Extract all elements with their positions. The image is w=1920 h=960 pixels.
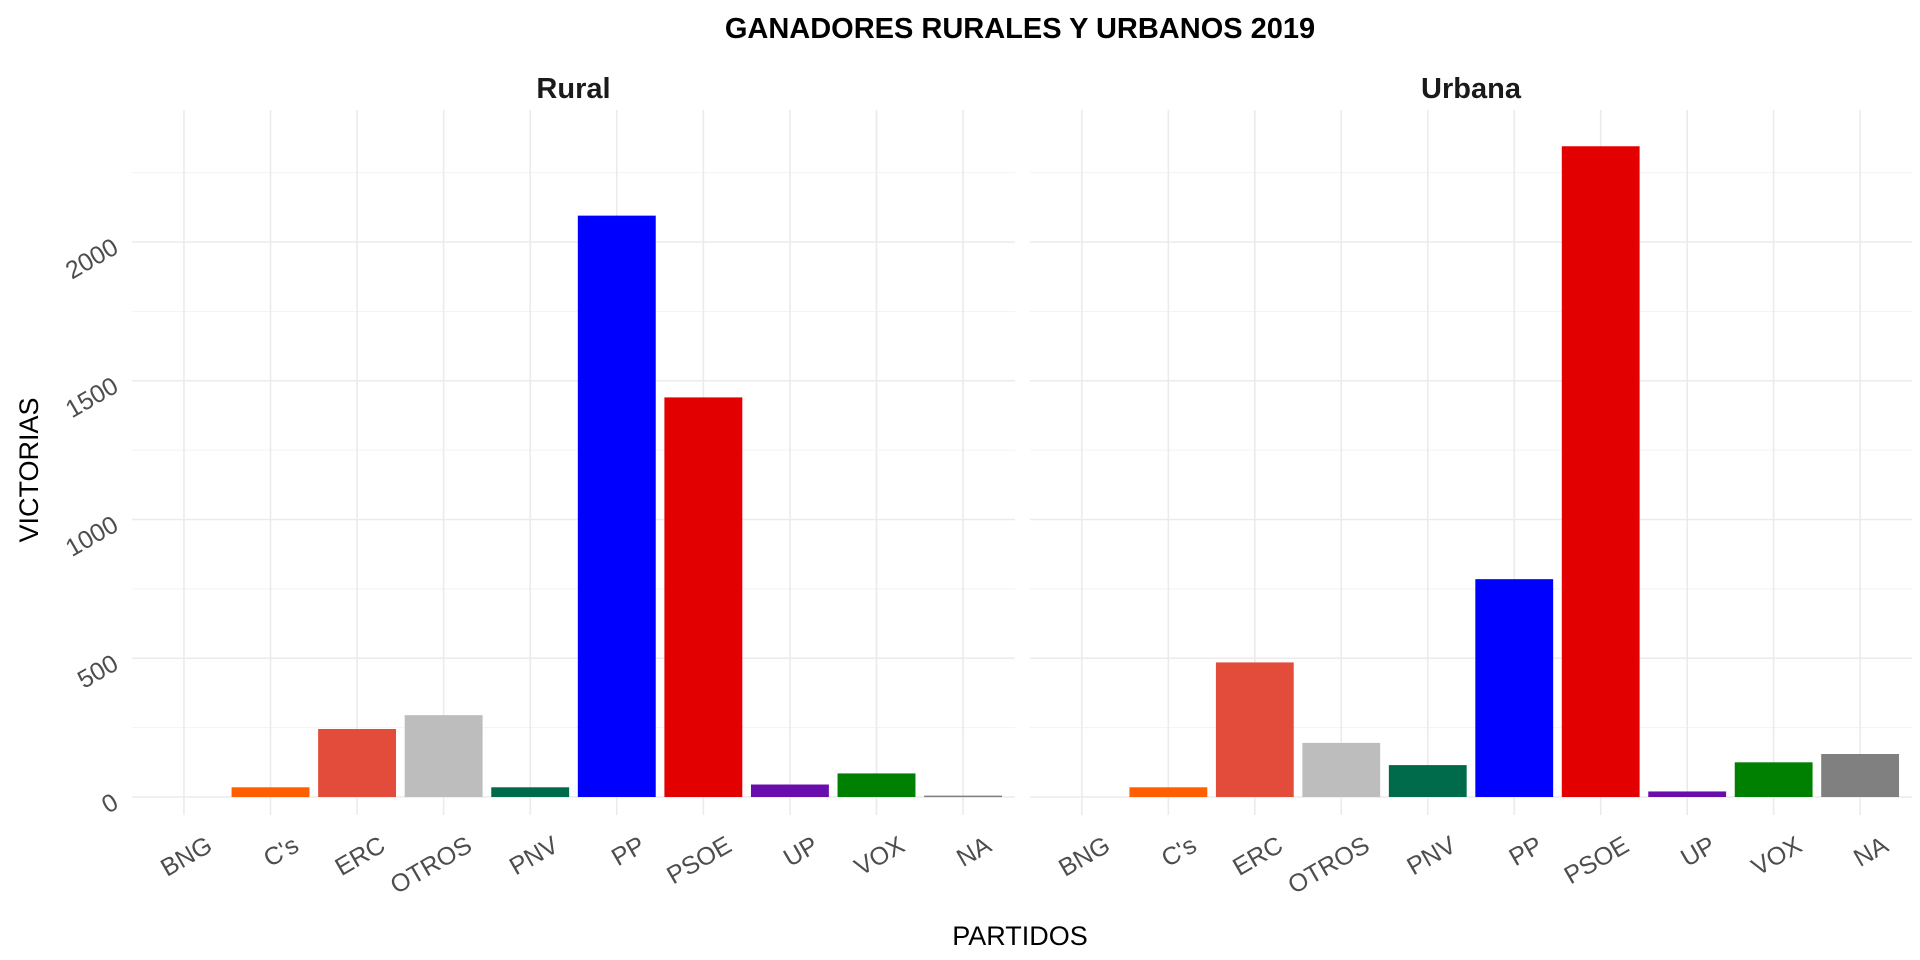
y-tick-label: 1000 (61, 510, 123, 562)
x-tick-label: BNG (1054, 831, 1115, 882)
bar-rural-psoe (664, 397, 743, 797)
facet-strip-label: Rural (536, 73, 610, 105)
x-tick-label: PP (1504, 831, 1547, 872)
bar-urbana-pp (1475, 579, 1554, 797)
y-tick-label: 1500 (61, 372, 123, 424)
x-tick-label: NA (952, 831, 996, 873)
x-tick-label: ERC (330, 831, 390, 882)
bar-rural-pnv (491, 787, 570, 797)
bar-urbana-up (1648, 791, 1727, 797)
bar-rural-na (924, 795, 1003, 798)
y-axis-ticks: 0 500 1000 1500 2000 (61, 233, 123, 819)
bar-rural-up (750, 784, 829, 797)
x-tick-label: PSOE (662, 831, 736, 890)
x-tick-label: BNG (156, 831, 217, 882)
y-axis-title: VICTORIAS (14, 397, 44, 542)
bar-urbana-otros (1302, 742, 1381, 797)
chart-title: GANADORES RURALES Y URBANOS 2019 (725, 13, 1315, 45)
bar-urbana-vox (1734, 762, 1813, 797)
x-tick-label: NA (1849, 831, 1893, 873)
bars (231, 215, 1003, 798)
bar-rural-pp (577, 215, 656, 797)
gridlines (132, 110, 1015, 815)
bar-urbana-na (1821, 753, 1900, 797)
bar-rural-otros (404, 715, 483, 797)
bars (1129, 146, 1900, 797)
x-tick-label: ERC (1228, 831, 1288, 882)
facet-strip-label: Urbana (1421, 73, 1522, 105)
x-tick-label: VOX (1747, 831, 1807, 882)
x-axis-title: PARTIDOS (952, 921, 1088, 951)
x-tick-label: VOX (850, 831, 910, 882)
x-tick-label: OTROS (386, 831, 477, 900)
y-tick-label: 0 (97, 788, 123, 819)
x-tick-label: PSOE (1560, 831, 1634, 890)
x-tick-label: PNV (505, 831, 564, 881)
gridlines (1030, 110, 1912, 815)
x-tick-label: C's (1157, 831, 1202, 873)
bar-urbana-cs (1129, 787, 1208, 797)
y-tick-label: 500 (73, 649, 123, 694)
x-tick-label: OTROS (1283, 831, 1374, 900)
bar-urbana-psoe (1561, 146, 1640, 797)
bar-urbana-erc (1215, 662, 1294, 797)
y-tick-label: 2000 (61, 233, 123, 285)
bar-rural-erc (318, 729, 397, 797)
x-tick-label: PP (607, 831, 650, 872)
bar-rural-cs (231, 787, 310, 797)
x-tick-label: UP (779, 831, 823, 873)
x-tick-label: PNV (1402, 831, 1461, 881)
x-tick-label: UP (1676, 831, 1720, 873)
x-tick-label: C's (259, 831, 304, 873)
bar-urbana-pnv (1388, 765, 1467, 797)
bar-rural-vox (837, 773, 916, 797)
